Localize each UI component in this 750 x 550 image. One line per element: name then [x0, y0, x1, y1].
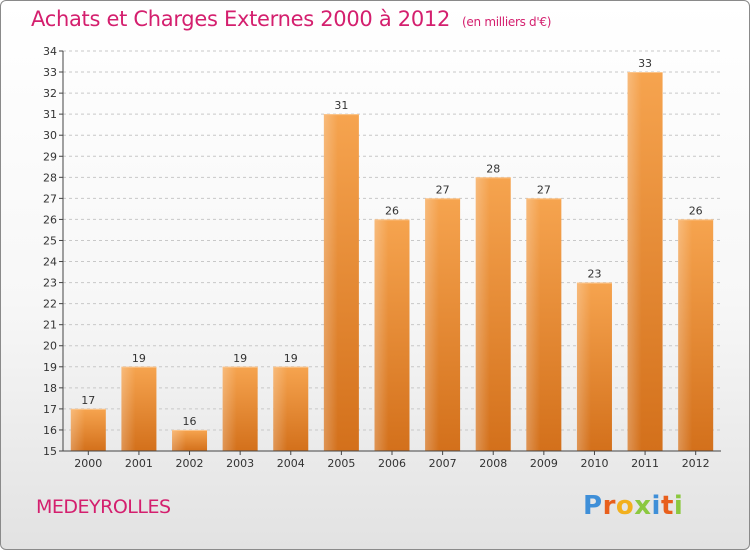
brand-letter: o: [615, 491, 635, 521]
bar-highlight: [678, 219, 693, 451]
bar-highlight: [222, 366, 237, 451]
y-tick-label: 16: [43, 424, 57, 437]
bar-highlight: [70, 408, 85, 451]
brand-letter: i: [651, 491, 661, 521]
bar-highlight: [121, 366, 136, 451]
bar-highlight: [273, 366, 288, 451]
x-tick-label: 2010: [580, 457, 608, 470]
bar-highlight: [627, 72, 642, 451]
x-tick-label: 2009: [530, 457, 558, 470]
x-tick-label: 2000: [74, 457, 102, 470]
bar-value-label: 26: [385, 204, 399, 217]
title-unit: (en milliers d'€): [462, 15, 552, 29]
y-tick-label: 15: [43, 445, 57, 458]
brand-letter: P: [583, 491, 603, 521]
brand-letter: x: [634, 491, 652, 521]
x-tick-label: 2001: [125, 457, 153, 470]
bar-value-label: 19: [132, 352, 146, 365]
bar-value-label: 28: [486, 162, 500, 175]
bars: 17 19 16 19 19 31 26 27 28 27 23 33 26: [70, 57, 714, 451]
y-tick-label: 21: [43, 319, 57, 332]
bar-highlight: [374, 219, 389, 451]
y-axis: 15 16 17 18 19 20 21 22 23 24 25 26 27 28 29 30 31 32 33 34: [43, 45, 64, 458]
x-tick-label: 2003: [226, 457, 254, 470]
y-tick-label: 33: [43, 66, 57, 79]
bar-highlight: [172, 429, 187, 451]
x-tick-label: 2007: [429, 457, 457, 470]
y-tick-label: 29: [43, 150, 57, 163]
bar-highlight: [425, 198, 440, 451]
x-tick-label: 2012: [682, 457, 710, 470]
bar-value-label: 17: [81, 394, 95, 407]
bar-value-label: 33: [638, 57, 652, 70]
bar-value-label: 26: [689, 204, 703, 217]
brand-letter: i: [673, 491, 684, 521]
y-tick-label: 20: [43, 340, 57, 353]
brand-letter: r: [602, 491, 616, 521]
bar-value-label: 27: [537, 183, 551, 196]
y-tick-label: 25: [43, 234, 57, 247]
y-tick-label: 22: [43, 298, 57, 311]
y-tick-label: 18: [43, 382, 57, 395]
y-tick-label: 19: [43, 361, 57, 374]
y-tick-label: 28: [43, 171, 57, 184]
y-tick-label: 32: [43, 87, 57, 100]
commune-name: MEDEYROLLES: [36, 496, 171, 518]
x-tick-label: 2008: [479, 457, 507, 470]
bar-value-label: 27: [436, 183, 450, 196]
chart-title: Achats et Charges Externes 2000 à 2012 (e…: [31, 7, 551, 31]
bar-value-label: 19: [233, 352, 247, 365]
y-tick-label: 31: [43, 108, 57, 121]
bar-value-label: 23: [587, 268, 601, 281]
x-tick-label: 2006: [378, 457, 406, 470]
bar-highlight: [323, 114, 338, 451]
x-tick-label: 2011: [631, 457, 659, 470]
bar-highlight: [526, 198, 541, 451]
bar-value-label: 31: [334, 99, 348, 112]
x-axis: 2000 2001 2002 2003 2004 2005 2006 2007 2008 2009…: [63, 450, 721, 470]
y-tick-label: 17: [43, 403, 57, 416]
bar-value-label: 19: [284, 352, 298, 365]
brand-letter: t: [660, 491, 674, 521]
y-tick-label: 30: [43, 129, 57, 142]
bar-highlight: [475, 177, 490, 451]
bar-value-label: 16: [183, 415, 197, 428]
y-tick-label: 27: [43, 192, 57, 205]
bar-highlight: [576, 282, 591, 451]
y-tick-label: 24: [43, 256, 57, 269]
y-tick-label: 23: [43, 277, 57, 290]
title-text: Achats et Charges Externes 2000 à 2012: [31, 7, 451, 31]
x-tick-label: 2002: [176, 457, 204, 470]
proxiti-logo: Proxiti: [583, 491, 683, 521]
x-tick-label: 2005: [327, 457, 355, 470]
y-tick-label: 34: [43, 45, 57, 58]
x-tick-label: 2004: [277, 457, 305, 470]
y-tick-label: 26: [43, 213, 57, 226]
